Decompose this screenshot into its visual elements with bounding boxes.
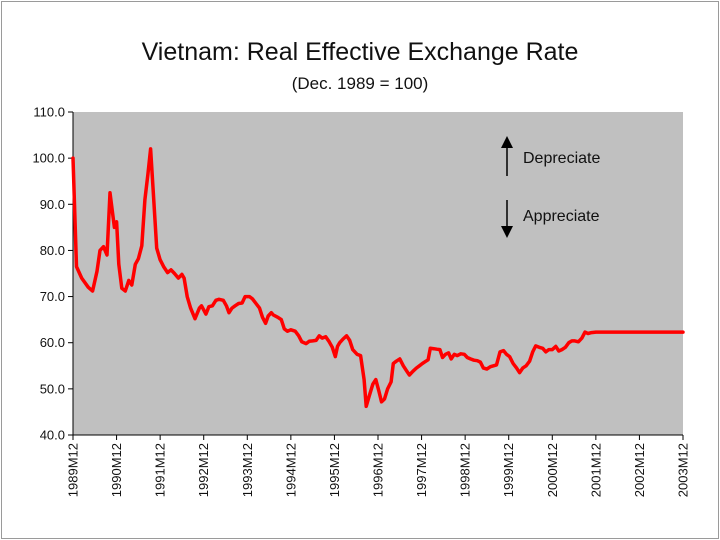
down-arrow-icon [501, 226, 513, 238]
appreciate-label: Appreciate [523, 208, 600, 225]
appreciate-annotation: Appreciate [501, 200, 600, 238]
y-tick-label: 110.0 [33, 105, 65, 120]
x-tick-label: 1998M12 [458, 443, 473, 497]
y-tick-label: 100.0 [32, 151, 65, 166]
chart-subtitle: (Dec. 1989 = 100) [291, 74, 429, 93]
x-tick-label: 1999M12 [501, 443, 516, 497]
up-arrow-icon [501, 136, 513, 148]
x-tick-label: 1990M12 [109, 443, 124, 497]
x-tick-label: 1995M12 [327, 443, 342, 497]
series-line-reer [71, 147, 685, 409]
x-tick-label: 1997M12 [414, 443, 429, 497]
chart-title: Vietnam: Real Effective Exchange Rate [141, 38, 579, 66]
x-tick-label: 1991M12 [153, 443, 168, 497]
x-tick-label: 2001M12 [588, 443, 603, 497]
y-tick-label: 40.0 [40, 428, 65, 443]
x-tick-label: 1992M12 [196, 443, 211, 497]
x-tick-label: 1993M12 [240, 443, 255, 497]
y-tick-label: 90.0 [40, 197, 65, 212]
y-tick-label: 80.0 [40, 243, 65, 258]
x-tick-label: 2000M12 [545, 443, 560, 497]
depreciate-label: Depreciate [523, 150, 600, 167]
x-tick-label: 2003M12 [676, 443, 691, 497]
y-tick-label: 70.0 [40, 289, 65, 304]
x-tick-label: 1989M12 [66, 443, 81, 497]
x-tick-label: 1996M12 [371, 443, 386, 497]
y-tick-label: 50.0 [40, 381, 65, 396]
x-tick-label: 1994M12 [283, 443, 298, 497]
depreciate-annotation: Depreciate [501, 136, 600, 176]
y-tick-label: 60.0 [40, 335, 65, 350]
x-tick-label: 2002M12 [632, 443, 647, 497]
